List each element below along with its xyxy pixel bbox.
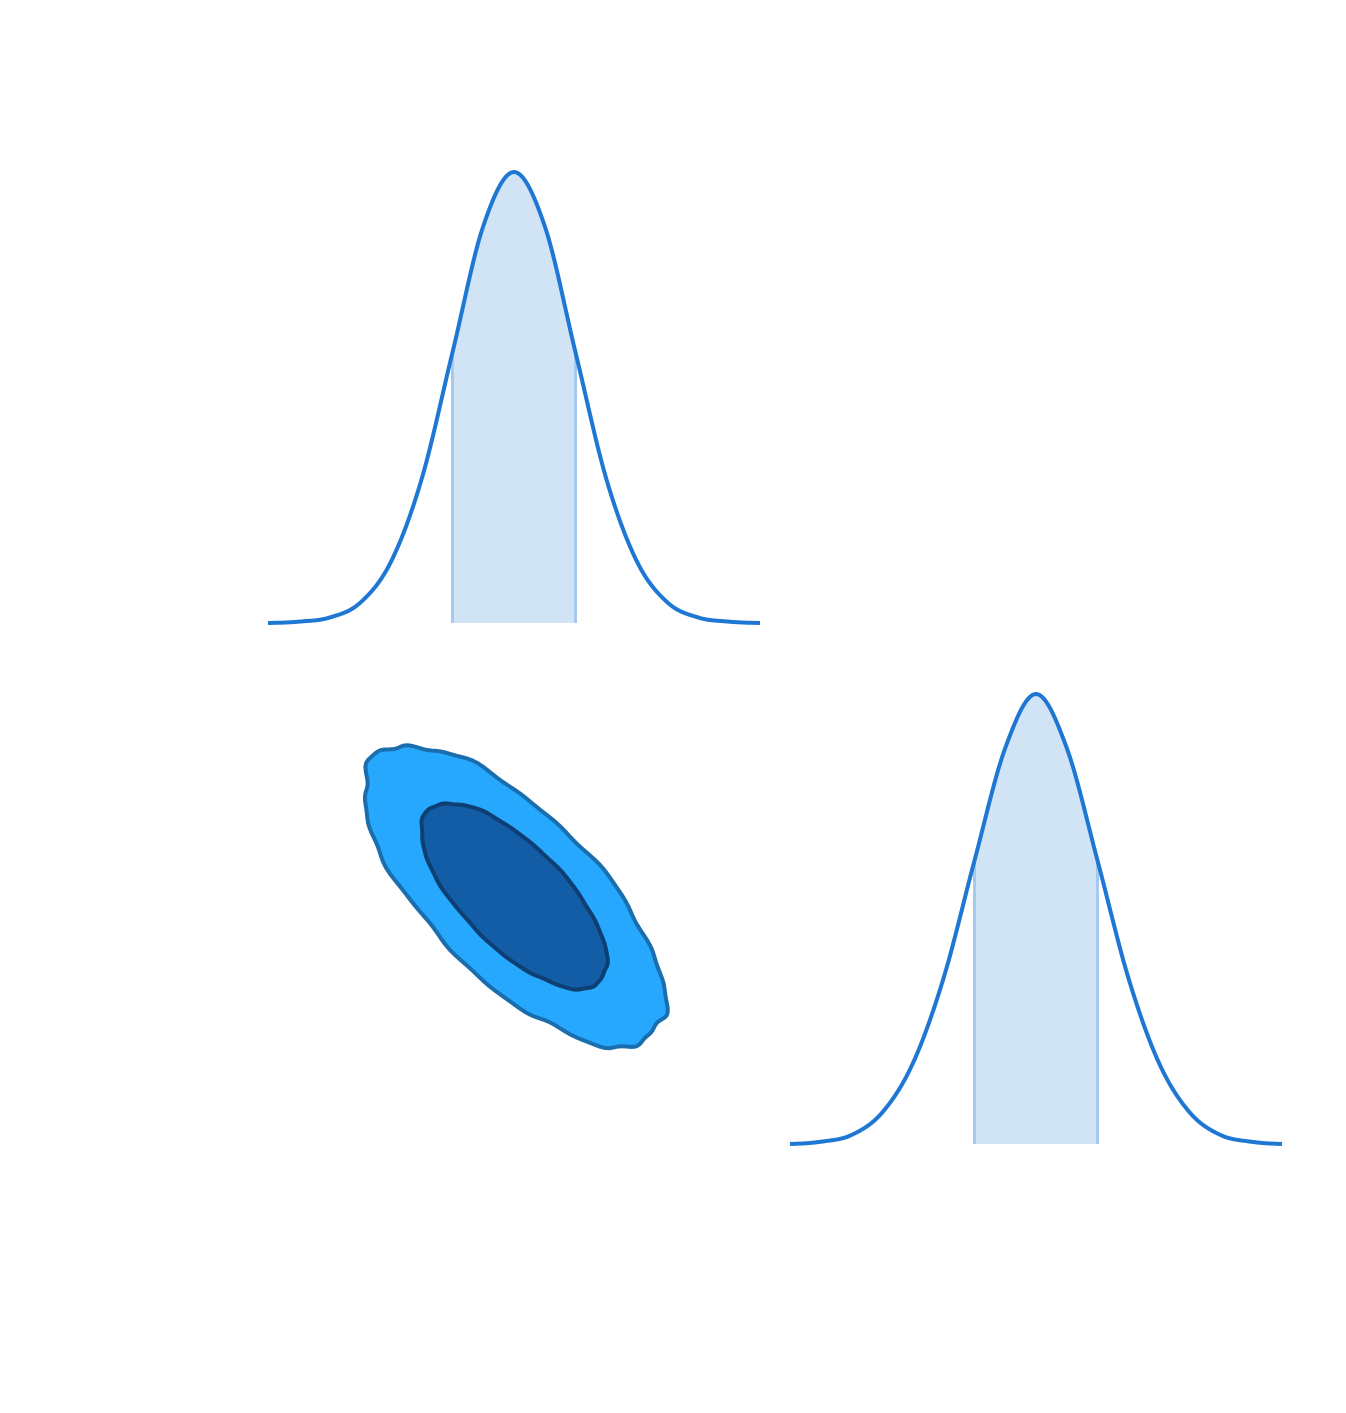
density-curve — [267, 170, 761, 625]
credible-interval-fill — [974, 694, 1098, 1144]
joint-panel — [362, 743, 670, 1051]
contour-68 — [419, 801, 610, 992]
credible-interval-fill — [452, 172, 576, 623]
marginal-panel-param-1 — [267, 170, 761, 625]
marginal-panel-param-2 — [789, 692, 1283, 1146]
density-curve — [789, 692, 1283, 1146]
